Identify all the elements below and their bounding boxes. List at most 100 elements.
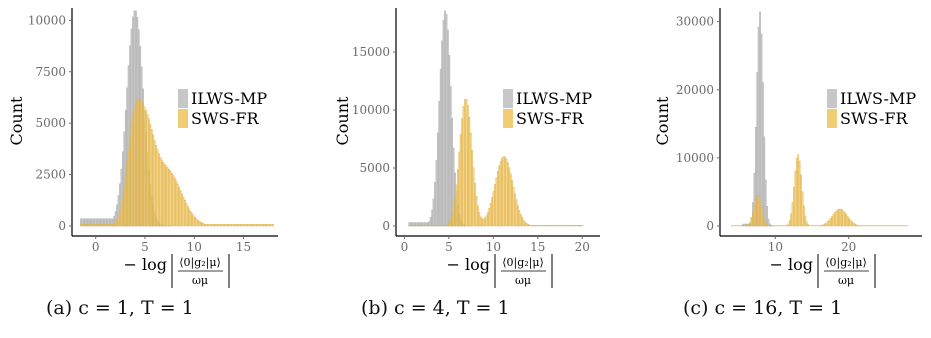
histogram-bar	[90, 224, 93, 227]
histogram-bar	[424, 225, 426, 227]
histogram-bar	[207, 224, 209, 227]
histogram-bar	[93, 224, 95, 227]
histogram-bar	[849, 219, 852, 227]
histogram-bar	[471, 150, 474, 227]
histogram-bar	[435, 160, 438, 227]
x-label-numerator: ⟨0|g₂|μ⟩	[825, 256, 867, 270]
histogram-bar	[173, 177, 176, 227]
histogram-bar	[225, 224, 228, 227]
histogram-bar	[416, 225, 419, 227]
histogram-bar	[556, 225, 559, 227]
histogram-bar	[466, 105, 469, 227]
y-tick-label: 2500	[35, 168, 66, 182]
histogram-bar	[113, 223, 116, 227]
histogram-bar	[496, 171, 499, 227]
histogram-bar	[829, 217, 832, 227]
histogram-bar	[459, 134, 462, 227]
x-tick-label: 10	[768, 240, 783, 254]
histogram-bar	[568, 225, 571, 227]
histogram-bar	[179, 190, 182, 227]
histogram-bar	[247, 224, 250, 227]
histogram-bar	[853, 223, 856, 227]
histogram-bar	[208, 224, 211, 227]
histogram-bar	[238, 224, 241, 227]
histogram-bar	[166, 167, 169, 227]
legend-swatch	[827, 109, 837, 128]
histogram-bar	[766, 206, 768, 227]
histogram-bar	[142, 103, 144, 227]
histogram-bar	[494, 184, 496, 227]
histogram-bar	[766, 224, 768, 227]
histogram-bar	[176, 183, 179, 227]
histogram-bar	[425, 225, 428, 227]
histogram-bar	[750, 218, 753, 227]
x-label-denominator: ωμ	[515, 274, 531, 287]
histogram-bar	[558, 225, 561, 227]
histogram-bar	[156, 149, 159, 227]
histogram-bar	[828, 219, 831, 227]
histogram-bar	[485, 215, 488, 227]
legend-label: SWS-FR	[191, 109, 259, 128]
histogram-bar	[535, 225, 538, 227]
histogram-bar	[272, 224, 274, 227]
histogram-bar	[855, 224, 858, 227]
histogram-bar	[838, 208, 841, 227]
histogram-bar	[536, 225, 539, 227]
histogram-bar	[572, 225, 575, 227]
histogram-bar	[551, 225, 554, 227]
histogram-bar	[130, 124, 133, 227]
histogram-bar	[175, 180, 178, 227]
y-tick-label: 10000	[28, 13, 66, 27]
histogram-bar	[787, 223, 790, 227]
histogram-bar	[415, 225, 418, 227]
histogram-bar	[501, 157, 504, 227]
histogram-bar	[747, 224, 750, 227]
histogram-bar	[124, 174, 127, 227]
histogram-bar	[521, 217, 524, 227]
histogram-bar	[518, 209, 521, 227]
histogram-bar	[578, 225, 581, 227]
y-tick-label: 5000	[35, 116, 66, 130]
histogram-bar	[566, 225, 569, 227]
histogram-bar	[204, 223, 207, 227]
histogram-bar	[801, 191, 804, 227]
histogram-bar	[240, 224, 243, 227]
series-ilws-mp	[742, 11, 776, 227]
histogram-bar	[444, 10, 446, 227]
histogram-bar	[228, 224, 231, 227]
y-tick-label: 15000	[352, 45, 390, 59]
histogram-bar	[542, 225, 545, 227]
x-label-numerator: ⟨0|g₂|μ⟩	[502, 256, 544, 270]
histogram-bar	[439, 225, 442, 227]
histogram-bar	[458, 151, 461, 227]
caption-b: (b) c = 4, T = 1	[361, 297, 510, 319]
histogram-bar	[250, 224, 253, 227]
histogram-bar	[519, 213, 522, 227]
histogram-bar	[858, 225, 860, 227]
histogram-bar	[441, 225, 444, 227]
histogram-bar	[499, 160, 502, 227]
histogram-bar	[835, 210, 838, 227]
histogram-bar	[848, 218, 851, 227]
legend-swatch	[503, 89, 513, 108]
histogram-bar	[429, 217, 432, 227]
histogram-bar	[257, 224, 260, 227]
histogram-bar	[194, 217, 196, 227]
histogram-bar	[418, 225, 421, 227]
histogram-bar	[825, 222, 828, 227]
histogram-bar	[574, 225, 576, 227]
legend-label: ILWS-MP	[516, 89, 592, 108]
histogram-bar	[790, 213, 793, 227]
histogram-bar	[444, 225, 446, 227]
histogram-bar	[198, 221, 201, 227]
histogram-bar	[191, 213, 194, 227]
histogram-bar	[224, 224, 227, 227]
histogram-bar	[152, 134, 155, 227]
histogram-bar	[212, 224, 215, 227]
histogram-bar	[169, 170, 172, 227]
histogram-bar	[217, 224, 219, 227]
histogram-bar	[581, 225, 584, 227]
histogram-bar	[263, 224, 266, 227]
histogram-bar	[160, 159, 163, 227]
y-tick-label: 30000	[676, 15, 714, 29]
